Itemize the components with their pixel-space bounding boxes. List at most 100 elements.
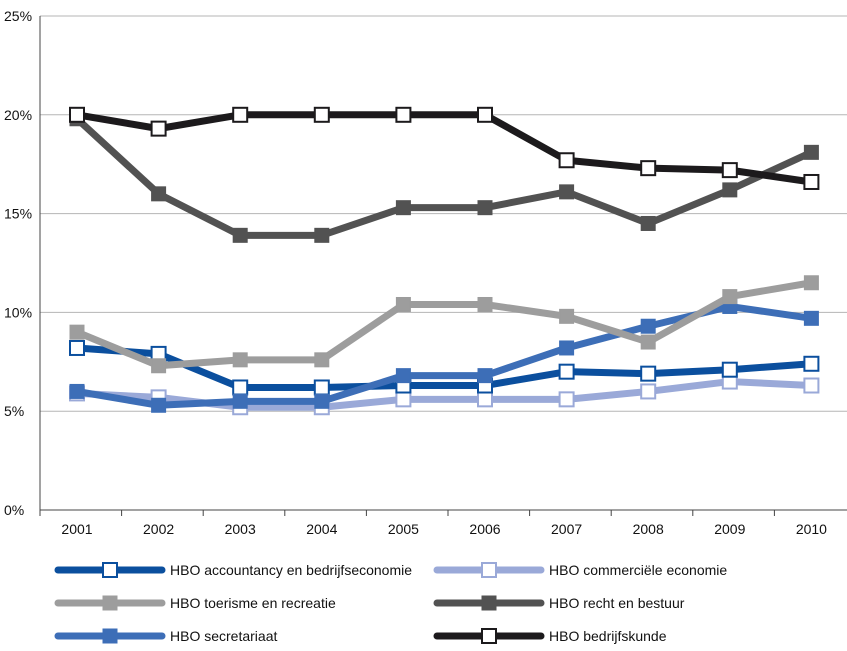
- y-tick-label: 0%: [4, 502, 24, 518]
- x-tick-label: 2005: [388, 521, 419, 537]
- series-line: [73, 302, 815, 409]
- legend-item: HBO commerciële economie: [433, 562, 727, 578]
- data-point: [477, 368, 493, 384]
- data-point: [477, 391, 493, 408]
- x-tick-label: 2008: [633, 521, 664, 537]
- legend-swatch-marker: [102, 628, 118, 644]
- y-tick-label: 25%: [4, 8, 32, 24]
- data-point: [640, 365, 657, 382]
- legend-item: HBO accountancy en bedrijfseconomie: [54, 562, 412, 578]
- data-point: [151, 397, 167, 413]
- x-tick-label: 2003: [225, 521, 256, 537]
- data-point: [232, 227, 248, 243]
- data-point: [477, 106, 493, 123]
- data-point: [313, 106, 330, 123]
- legend-label: HBO toerisme en recreatie: [170, 595, 336, 611]
- x-tick-label: 2006: [469, 521, 500, 537]
- data-point: [559, 308, 575, 324]
- data-point: [232, 106, 249, 123]
- axes: [39, 16, 847, 511]
- data-point: [151, 186, 167, 202]
- legend-item: HBO secretariaat: [54, 628, 277, 644]
- legend-label: HBO accountancy en bedrijfseconomie: [170, 562, 412, 578]
- legend-swatch-marker: [481, 595, 497, 611]
- data-point: [150, 120, 167, 137]
- series-group: [69, 298, 819, 413]
- data-point: [559, 340, 575, 356]
- series-group: [69, 373, 820, 416]
- data-point: [803, 355, 820, 372]
- data-point: [803, 275, 819, 291]
- legend-item: HBO recht en bestuur: [433, 595, 685, 611]
- data-point: [314, 227, 330, 243]
- data-point: [721, 361, 738, 378]
- data-point: [640, 383, 657, 400]
- data-point: [395, 106, 412, 123]
- series-line: [73, 111, 815, 186]
- data-point: [803, 173, 820, 190]
- data-point: [314, 352, 330, 368]
- data-point: [232, 352, 248, 368]
- data-point: [69, 383, 85, 399]
- legend-swatch-marker: [481, 628, 497, 644]
- data-point: [803, 310, 819, 326]
- y-tick-label: 20%: [4, 107, 32, 123]
- data-point: [232, 393, 248, 409]
- data-point: [803, 144, 819, 160]
- x-tick-label: 2009: [714, 521, 745, 537]
- x-tick-label: 2001: [61, 521, 92, 537]
- data-point: [558, 152, 575, 169]
- data-point: [558, 391, 575, 408]
- series-line: [73, 344, 815, 391]
- legend-swatch-marker: [102, 595, 118, 611]
- data-point: [395, 391, 412, 408]
- y-tick-label: 10%: [4, 304, 32, 320]
- legend: HBO accountancy en bedrijfseconomie HBO c…: [54, 562, 727, 644]
- legend-label: HBO bedrijfskunde: [549, 628, 667, 644]
- data-point: [395, 368, 411, 384]
- data-point: [69, 324, 85, 340]
- series-line: [73, 115, 815, 239]
- x-tick-label: 2007: [551, 521, 582, 537]
- data-point: [722, 182, 738, 198]
- data-point: [395, 200, 411, 216]
- legend-swatch-marker: [102, 562, 118, 578]
- data-point: [395, 296, 411, 312]
- data-point: [640, 318, 656, 334]
- data-point: [232, 379, 249, 396]
- x-tick-label: 2002: [143, 521, 174, 537]
- data-point: [721, 162, 738, 179]
- x-tick-label: 2010: [796, 521, 827, 537]
- data-point: [558, 363, 575, 380]
- series-lines: [69, 106, 820, 416]
- data-point: [640, 215, 656, 231]
- y-tick-labels: 0% 5% 10% 15% 20% 25%: [4, 8, 32, 518]
- data-point: [803, 377, 820, 394]
- y-tick-label: 5%: [4, 403, 24, 419]
- legend-item: HBO bedrijfskunde: [433, 628, 667, 644]
- legend-label: HBO recht en bestuur: [549, 595, 685, 611]
- data-point: [640, 334, 656, 350]
- series-group: [69, 275, 819, 374]
- data-point: [313, 379, 330, 396]
- data-point: [477, 200, 493, 216]
- data-point: [151, 358, 167, 374]
- legend-item: HBO toerisme en recreatie: [54, 595, 336, 611]
- data-point: [559, 184, 575, 200]
- legend-swatch-marker: [481, 562, 497, 578]
- series-line: [73, 279, 815, 370]
- data-point: [640, 160, 657, 177]
- x-tick-labels: 2001 2002 2003 2004 2005 2006 2007 2008 2009 2010: [39, 510, 827, 537]
- data-point: [69, 106, 85, 123]
- series-group: [69, 111, 819, 243]
- x-tick-label: 2004: [306, 521, 337, 537]
- data-point: [314, 393, 330, 409]
- y-tick-label: 15%: [4, 206, 32, 222]
- series-group: [69, 106, 820, 190]
- data-point: [477, 296, 493, 312]
- data-point: [722, 289, 738, 305]
- legend-label: HBO commerciële economie: [549, 562, 727, 578]
- data-point: [69, 339, 85, 356]
